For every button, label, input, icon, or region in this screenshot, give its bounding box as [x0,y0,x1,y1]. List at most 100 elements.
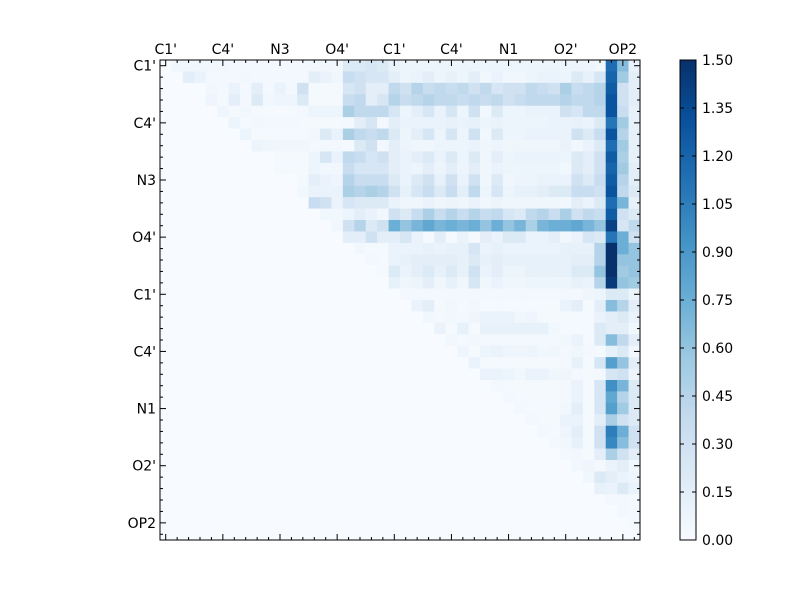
heatmap-cell [605,448,618,461]
heatmap-cell [548,471,561,484]
heatmap-cell [320,494,332,507]
heatmap-cell [434,311,447,324]
heatmap-cell [377,82,389,95]
heatmap-cell [445,414,458,427]
heatmap-cell [480,185,492,198]
heatmap-cell [605,185,618,198]
heatmap-cell [514,448,527,461]
heatmap-cell [502,220,515,232]
heatmap-cell [514,82,527,95]
heatmap-cell [457,208,469,221]
heatmap-cell [422,231,435,244]
heatmap-cell [365,82,378,95]
heatmap-cell [194,185,207,198]
heatmap-cell [571,128,584,141]
heatmap-cell [514,71,527,84]
heatmap-cell [217,334,229,347]
heatmap-cell [582,437,595,449]
heatmap-cell [468,437,481,449]
heatmap-cell [342,242,355,255]
heatmap-cell [400,277,412,289]
heatmap-cell [354,277,367,289]
heatmap-cell [285,334,298,347]
heatmap-cell [571,391,584,404]
heatmap-cell [605,517,618,529]
heatmap-cell [182,94,195,107]
heatmap-cell [228,94,241,107]
heatmap-cell [285,220,298,232]
heatmap-cell [365,128,378,141]
heatmap-cell [457,265,469,278]
heatmap-cell [594,117,607,129]
heatmap-cell [468,322,481,335]
heatmap-cell [377,117,389,129]
heatmap-cell [582,368,595,381]
heatmap-cell [502,482,515,495]
heatmap-cell [594,94,607,107]
heatmap-cell [502,505,515,518]
heatmap-cell [525,254,538,267]
heatmap-cell [422,414,435,427]
heatmap-cell [548,391,561,404]
heatmap-cell [274,505,287,518]
heatmap-cell [297,448,309,461]
heatmap-cell [434,94,447,107]
heatmap-cell [262,265,275,278]
heatmap-cell [285,357,298,369]
heatmap-cell [205,505,218,518]
heatmap-cell [525,151,538,164]
heatmap-cell [560,288,572,301]
heatmap-cell [594,334,607,347]
heatmap-cell [537,242,549,255]
heatmap-cell [400,334,412,347]
heatmap-cell [445,82,458,95]
heatmap-cell [354,517,367,529]
heatmap-cell [491,402,504,415]
heatmap-cell [594,357,607,369]
heatmap-cell [571,117,584,129]
heatmap-cell [308,311,321,324]
heatmap-cell [194,71,207,84]
heatmap-cell [274,380,287,392]
heatmap-cell [445,482,458,495]
heatmap-cell [502,94,515,107]
heatmap-cell [285,288,298,301]
heatmap-cell [445,345,458,358]
heatmap-cell [251,494,264,507]
heatmap-cell [582,60,595,72]
heatmap-cell [331,82,344,95]
heatmap-cell [262,185,275,198]
heatmap-cell [240,425,252,438]
heatmap-cell [491,368,504,381]
heatmap-cell [422,357,435,369]
heatmap-cell [228,482,241,495]
heatmap-cell [605,471,618,484]
heatmap-cell [582,505,595,518]
heatmap-cell [422,368,435,381]
heatmap-cell [285,231,298,244]
heatmap-cell [171,345,184,358]
heatmap-cell [400,322,412,335]
heatmap-cell [182,174,195,187]
heatmap-cell [365,94,378,107]
colorbar-tick-label: 0.15 [702,485,733,501]
heatmap-cell [571,425,584,438]
heatmap-cell [262,528,275,541]
heatmap-cell [605,482,618,495]
heatmap-cell [400,105,412,118]
heatmap-cell [388,482,401,495]
heatmap-cell [468,528,481,541]
heatmap-cell [354,208,367,221]
heatmap-cell [228,345,241,358]
heatmap-cell [548,265,561,278]
heatmap-cell [354,254,367,267]
heatmap-cell [228,220,241,232]
heatmap-cell [537,231,549,244]
heatmap-cell [548,482,561,495]
heatmap-cell [262,505,275,518]
heatmap-cell [628,425,641,438]
heatmap-cell [422,105,435,118]
heatmap-cell [411,437,424,449]
heatmap-cell [240,471,252,484]
heatmap-cell [240,254,252,267]
